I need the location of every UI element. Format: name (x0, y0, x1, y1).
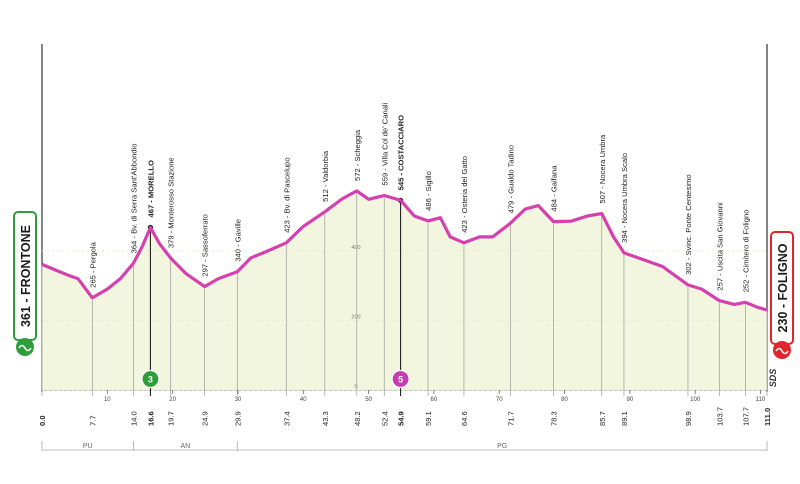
km-tick-label: 40 (300, 397, 307, 403)
waypoint-label: 423 - Osteria del Gatto (460, 156, 469, 233)
waypoint-label: 302 - Svinc. Ponte Centesimo (684, 174, 693, 274)
profile-fill (42, 190, 767, 390)
finish-icon-glyph (775, 347, 789, 355)
km-axis: 10 20 30 40 50 60 70 80 90 100 110 (104, 390, 766, 403)
waypoint-km-label: 43.3 (321, 411, 330, 426)
waypoint-km-label: 59.1 (424, 411, 433, 426)
elevation-tick-label: 0 (354, 384, 357, 390)
waypoint-km-label: 54.9 (397, 411, 406, 426)
waypoint-label: 364 - Bv. di Serra Sant'Abbondio (129, 144, 138, 254)
waypoint-km-label: 85.7 (598, 411, 607, 426)
waypoint-label: 512 - Valdorbia (321, 150, 330, 202)
region-label: PG (497, 443, 507, 450)
waypoint-label: 252 - Cimitero di Foligno (741, 210, 750, 293)
waypoint-label: 572 - Scheggia (353, 129, 362, 181)
km-tick-label: 70 (496, 397, 503, 403)
km-tick-label: 110 (756, 397, 766, 403)
waypoint-label: 379 - Monterosso Stazione (167, 157, 176, 248)
waypoint-label: 340 - Gaville (233, 219, 242, 262)
waypoint-km-labels: 0.0 7.7 14.0 16.6 19.7 24.9 29.9 37.4 43.3 48.2 52… (38, 407, 772, 426)
waypoint-leaders (41, 192, 768, 396)
waypoint-label: 484 - Gaifana (549, 165, 558, 212)
start-icon-glyph (18, 344, 32, 352)
waypoint-label: 265 - Pergola (88, 241, 97, 287)
waypoint-km-label: 89.1 (620, 411, 629, 426)
waypoint-label: 394 - Nocera Umbra Scalo (620, 153, 629, 243)
elevation-tick-label: 400 (351, 245, 360, 251)
km-tick-label: 60 (431, 397, 438, 403)
waypoint-km-label: 48.2 (353, 411, 362, 426)
profile-area (42, 190, 767, 390)
waypoint-label: 545 - COSTACCIARO (397, 115, 406, 190)
waypoint-km-label: 0.0 (38, 415, 47, 426)
waypoint-km-label: 37.4 (282, 411, 291, 426)
km-tick-label: 80 (561, 397, 568, 403)
waypoint-label: 423 - Bv. di Pascelupo (282, 157, 291, 232)
waypoint-label: 257 - Uscita San Giovanni (715, 202, 724, 291)
waypoint-label: 507 - Nocera Umbra (598, 134, 607, 204)
waypoint-km-label: 19.7 (167, 411, 176, 426)
waypoint-km-label: 16.6 (146, 411, 155, 426)
start-badge: 361 - FRONTONE (13, 211, 37, 356)
waypoint-km-label: 7.7 (88, 415, 97, 426)
elevation-tick-label: 200 (351, 314, 360, 320)
waypoint-label: 559 - Villa Col de' Canali (380, 102, 389, 185)
climb-marker-label: 5 (398, 375, 403, 385)
km-tick-label: 10 (104, 397, 111, 403)
waypoint-label: 479 - Gualdo Tadino (506, 145, 515, 213)
waypoint-km-label: 98.9 (684, 411, 693, 426)
profile-stroke (41, 189, 768, 312)
waypoint-km-label: 14.0 (129, 411, 138, 426)
start-badge-label: 361 - FRONTONE (19, 225, 33, 327)
region-bar: PU AN PG (41, 441, 768, 451)
finish-badge: 230 - FOLIGNO (770, 231, 794, 359)
waypoint-km-label: 64.6 (460, 411, 469, 426)
km-tick-label: 50 (365, 397, 372, 403)
climb-marker-label: 3 (148, 375, 153, 385)
waypoint-km-label: 24.9 (201, 411, 210, 426)
waypoint-label: 467 - MORELLO (146, 160, 155, 217)
waypoint-km-label: 29.9 (233, 411, 242, 426)
region-label: AN (180, 443, 190, 450)
waypoint-km-label: 107.7 (741, 407, 750, 426)
waypoint-label: 297 - Sassoferrato (201, 214, 210, 276)
waypoint-km-label: 71.7 (506, 411, 515, 426)
brand-logo: SDS (768, 369, 778, 388)
km-tick-label: 100 (690, 397, 701, 403)
elevation-grid: 0 200 400 (42, 245, 767, 391)
profile-line (41, 189, 768, 312)
waypoint-labels: 265 - Pergola 364 - Bv. di Serra Sant'Abb… (88, 102, 750, 292)
region-label: PU (83, 443, 93, 450)
climb-marker (141, 369, 160, 389)
finish-badge-label: 230 - FOLIGNO (776, 243, 790, 332)
waypoint-km-label: 52.4 (380, 411, 389, 426)
km-tick-label: 90 (626, 397, 633, 403)
waypoint-km-label: 78.3 (549, 411, 558, 426)
waypoint-km-label: 103.7 (715, 407, 724, 426)
km-tick-label: 30 (235, 397, 242, 403)
waypoint-label: 486 - Sigillo (424, 171, 433, 211)
climb-marker (391, 369, 410, 389)
waypoint-km-label: 111.0 (763, 408, 772, 426)
km-tick-label: 20 (169, 397, 176, 403)
